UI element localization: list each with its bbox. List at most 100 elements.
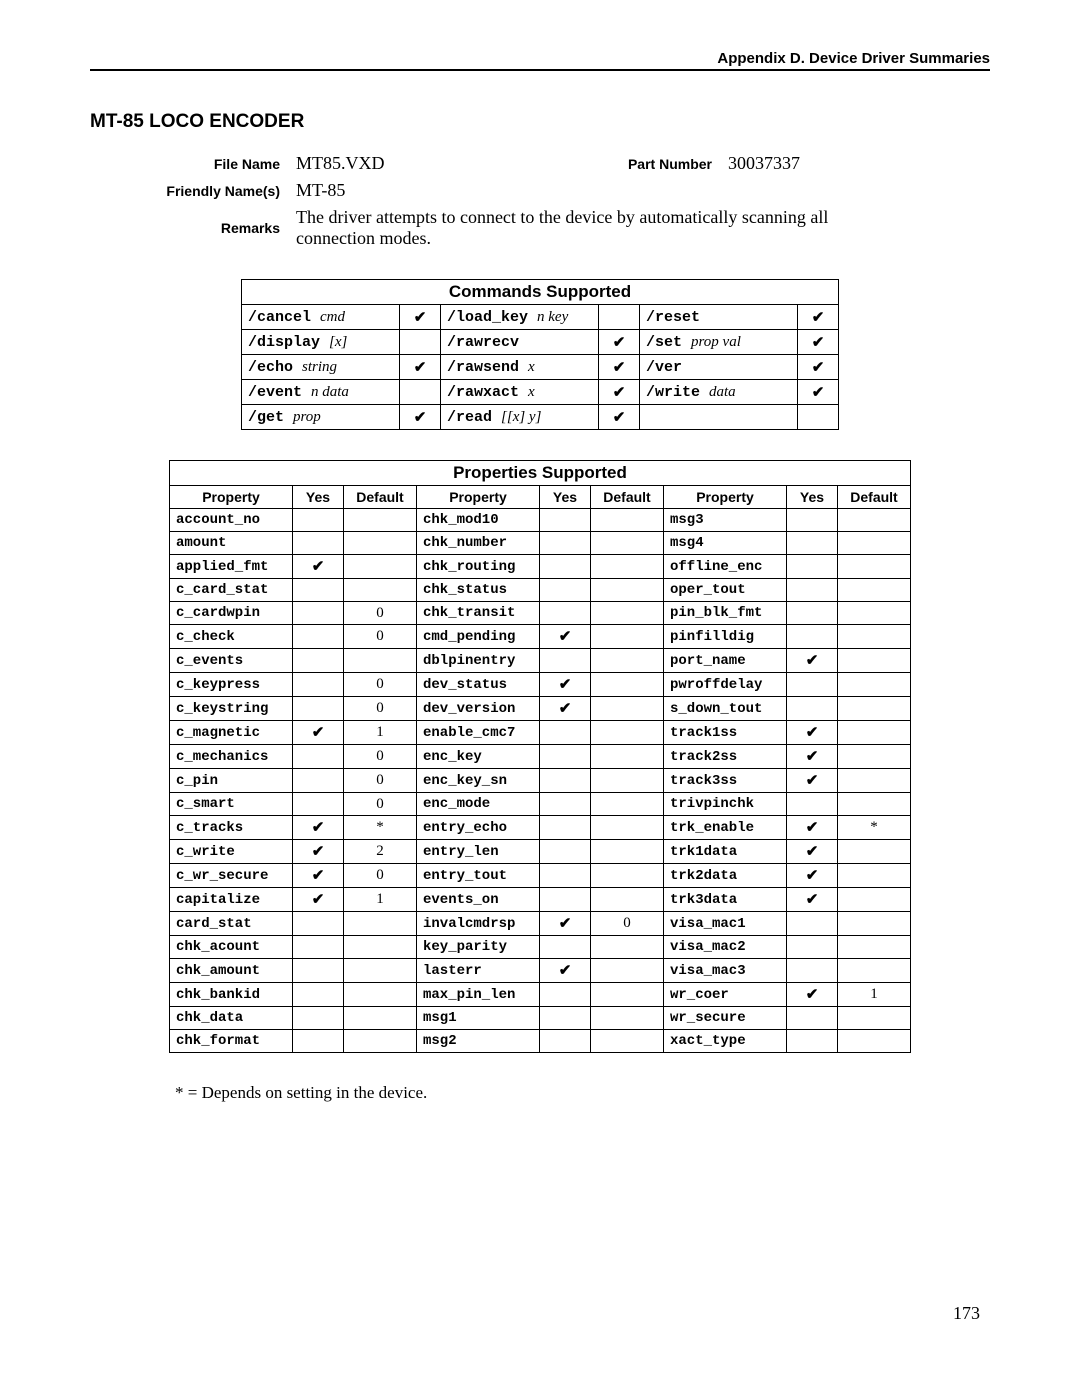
command-cell: /cancel cmd: [242, 305, 400, 330]
col-yes-2: Yes: [540, 486, 591, 509]
property-row: chk_bankidmax_pin_lenwr_coer✔1: [170, 983, 911, 1007]
default-cell: [838, 649, 911, 673]
default-cell: [838, 697, 911, 721]
default-cell: [838, 625, 911, 649]
default-cell: [591, 840, 664, 864]
yes-cell: [293, 936, 344, 959]
property-name: key_parity: [417, 936, 540, 959]
yes-cell: [293, 745, 344, 769]
default-cell: [838, 793, 911, 816]
command-cell: /rawxact x: [441, 380, 599, 405]
yes-cell: [787, 793, 838, 816]
default-cell: [838, 721, 911, 745]
property-name: events_on: [417, 888, 540, 912]
section-title: MT-85 LOCO ENCODER: [90, 111, 990, 133]
default-cell: [591, 864, 664, 888]
default-cell: 0: [591, 912, 664, 936]
property-name: c_mechanics: [170, 745, 293, 769]
yes-cell: [540, 649, 591, 673]
yes-cell: [540, 888, 591, 912]
property-name: entry_tout: [417, 864, 540, 888]
yes-cell: ✔: [540, 673, 591, 697]
property-name: msg2: [417, 1030, 540, 1053]
yes-cell: [293, 673, 344, 697]
yes-cell: ✔: [787, 983, 838, 1007]
check-cell: [599, 305, 640, 330]
property-name: c_wr_secure: [170, 864, 293, 888]
yes-cell: [540, 983, 591, 1007]
default-cell: [344, 912, 417, 936]
yes-cell: ✔: [540, 625, 591, 649]
yes-cell: [540, 579, 591, 602]
yes-cell: [293, 769, 344, 793]
commands-title: Commands Supported: [242, 280, 839, 305]
property-name: trk3data: [664, 888, 787, 912]
yes-cell: [787, 936, 838, 959]
yes-cell: ✔: [293, 888, 344, 912]
yes-cell: [540, 745, 591, 769]
yes-cell: ✔: [787, 864, 838, 888]
page-number: 173: [90, 1303, 980, 1324]
property-name: wr_coer: [664, 983, 787, 1007]
property-name: xact_type: [664, 1030, 787, 1053]
property-row: c_write✔2entry_lentrk1data✔: [170, 840, 911, 864]
property-name: enc_key: [417, 745, 540, 769]
property-row: c_card_statchk_statusoper_tout: [170, 579, 911, 602]
commands-table: Commands Supported /cancel cmd✔/load_key…: [241, 279, 839, 430]
property-name: track2ss: [664, 745, 787, 769]
default-cell: [591, 793, 664, 816]
property-row: chk_amountlasterr✔visa_mac3: [170, 959, 911, 983]
default-cell: [344, 1007, 417, 1030]
default-cell: [591, 625, 664, 649]
property-name: invalcmdrsp: [417, 912, 540, 936]
property-name: pin_blk_fmt: [664, 602, 787, 625]
property-name: c_pin: [170, 769, 293, 793]
default-cell: [591, 721, 664, 745]
command-cell: /read [[x] y]: [441, 405, 599, 430]
yes-cell: [787, 697, 838, 721]
default-cell: 0: [344, 864, 417, 888]
property-name: entry_echo: [417, 816, 540, 840]
properties-title: Properties Supported: [170, 461, 911, 486]
check-cell: ✔: [798, 305, 839, 330]
property-name: visa_mac3: [664, 959, 787, 983]
yes-cell: ✔: [293, 816, 344, 840]
yes-cell: [540, 555, 591, 579]
yes-cell: ✔: [787, 840, 838, 864]
property-name: dev_version: [417, 697, 540, 721]
yes-cell: ✔: [293, 864, 344, 888]
check-cell: ✔: [400, 405, 441, 430]
default-cell: [591, 888, 664, 912]
property-name: trivpinchk: [664, 793, 787, 816]
col-default-1: Default: [344, 486, 417, 509]
property-name: offline_enc: [664, 555, 787, 579]
yes-cell: [540, 769, 591, 793]
default-cell: [344, 555, 417, 579]
default-cell: [591, 769, 664, 793]
command-row: /event n data/rawxact x✔/write data✔: [242, 380, 839, 405]
command-cell: /get prop: [242, 405, 400, 430]
yes-cell: [540, 840, 591, 864]
check-cell: ✔: [400, 355, 441, 380]
default-cell: [591, 1007, 664, 1030]
property-name: c_tracks: [170, 816, 293, 840]
yes-cell: [787, 555, 838, 579]
default-cell: 0: [344, 769, 417, 793]
friendly-name-label: Friendly Name(s): [100, 183, 280, 199]
yes-cell: [787, 1030, 838, 1053]
property-row: c_magnetic✔1enable_cmc7track1ss✔: [170, 721, 911, 745]
yes-cell: [540, 1007, 591, 1030]
command-cell: /rawsend x: [441, 355, 599, 380]
command-cell: /rawrecv: [441, 330, 599, 355]
default-cell: [591, 673, 664, 697]
property-name: enc_key_sn: [417, 769, 540, 793]
default-cell: [838, 509, 911, 532]
property-name: track3ss: [664, 769, 787, 793]
default-cell: [344, 1030, 417, 1053]
yes-cell: ✔: [540, 912, 591, 936]
command-cell: /write data: [640, 380, 798, 405]
property-name: cmd_pending: [417, 625, 540, 649]
property-row: c_tracks✔*entry_echotrk_enable✔*: [170, 816, 911, 840]
default-cell: [838, 936, 911, 959]
yes-cell: [540, 936, 591, 959]
